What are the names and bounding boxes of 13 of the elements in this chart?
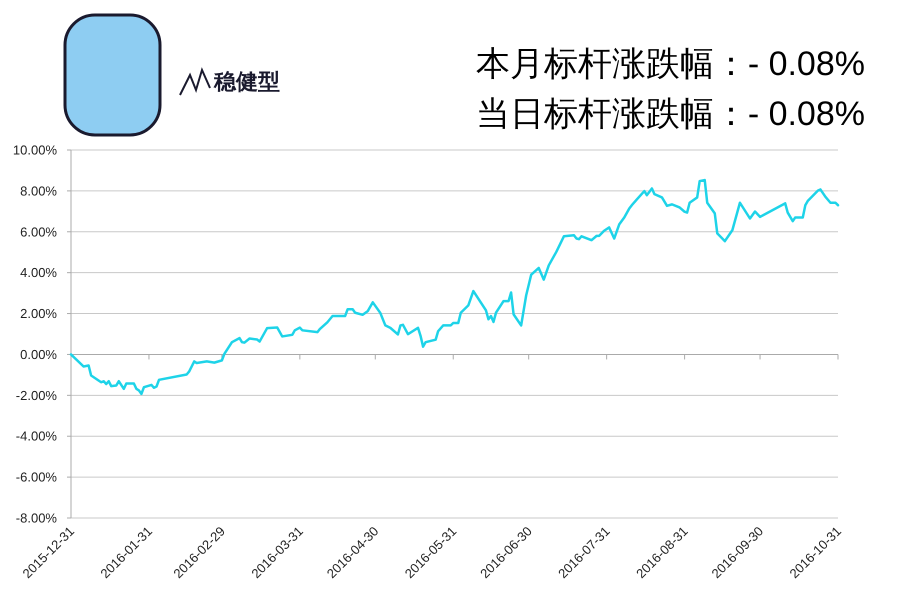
y-tick-label: 6.00% [20,224,58,240]
y-tick-label: 8.00% [20,183,58,198]
chart-subtitle: 当日标杆涨跌幅：- 0.08% [476,95,865,133]
y-tick-label: -6.00% [16,470,58,485]
y-tick-label: -4.00% [16,428,58,444]
y-tick-label: -2.00% [16,388,58,403]
y-tick-label: 10.00% [12,142,58,158]
y-tick-label: 0.00% [20,346,58,362]
y-tick-label: -8.00% [16,510,58,526]
chart-title: 本月标杆涨跌幅：- 0.08% [476,45,865,83]
y-tick-label: 2.00% [20,306,58,322]
text: 稳健型 [213,69,280,94]
y-tick-label: 4.00% [20,265,58,280]
